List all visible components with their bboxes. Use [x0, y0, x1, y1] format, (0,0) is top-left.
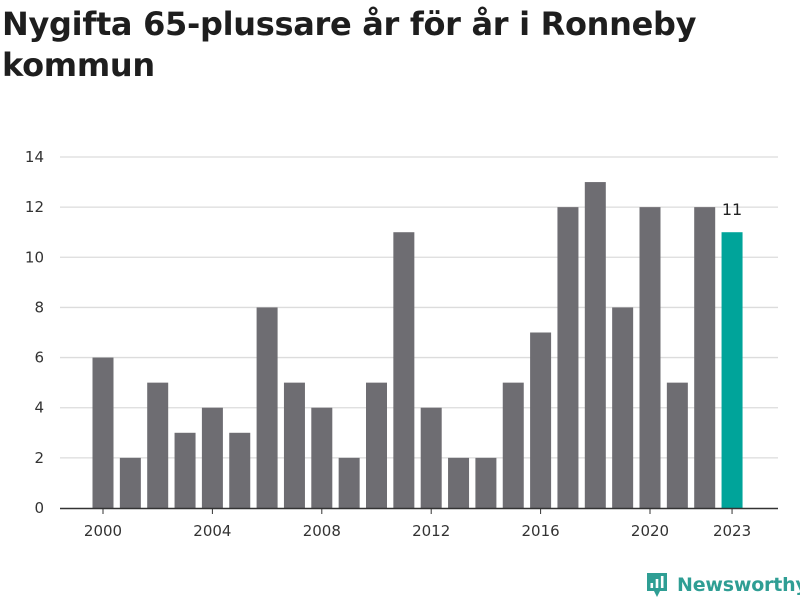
bar-2018: [584, 182, 606, 509]
x-tick-2016: 2016: [522, 522, 560, 540]
x-axis-ticks: 2000 2004 2008 2012 2016 2020 2023: [84, 508, 751, 540]
bar-2002: [147, 382, 169, 508]
x-tick-2012: 2012: [412, 522, 450, 540]
bar-2009: [338, 457, 360, 508]
bar-2013: [448, 457, 470, 508]
bar-2005: [229, 432, 251, 508]
x-tick-2020: 2020: [631, 522, 669, 540]
bar-2021: [666, 382, 688, 508]
bar-2004: [201, 407, 223, 508]
y-tick-12: 12: [25, 198, 44, 216]
y-tick-6: 6: [34, 349, 44, 367]
bar-2001: [119, 457, 141, 508]
x-tick-2004: 2004: [193, 522, 231, 540]
y-tick-2: 2: [34, 449, 44, 467]
bar-2006: [256, 307, 278, 508]
bar-2003: [174, 432, 196, 508]
bar-2012: [420, 407, 442, 508]
bar-2017: [557, 207, 579, 508]
bar-2015: [502, 382, 524, 508]
y-tick-0: 0: [34, 499, 44, 517]
x-tick-2023: 2023: [713, 522, 751, 540]
y-tick-10: 10: [25, 248, 44, 266]
x-tick-2008: 2008: [303, 522, 341, 540]
y-tick-4: 4: [34, 399, 44, 417]
x-tick-2000: 2000: [84, 522, 122, 540]
bar-2019: [612, 307, 634, 508]
bar-2016: [530, 332, 552, 508]
bar-2000: [92, 357, 114, 508]
chart-title: Nygifta 65-plussare år för år i Ronneby …: [2, 5, 697, 84]
bar-2007: [283, 382, 305, 508]
y-axis-ticks: 0 2 4 6 8 10 12 14: [25, 148, 44, 517]
bar-2022: [694, 207, 716, 508]
bar-2008: [311, 407, 333, 508]
bar-2020: [639, 207, 661, 508]
y-tick-8: 8: [34, 298, 44, 316]
value-labels: 11: [722, 200, 742, 219]
newsworthy-logo-icon: [647, 573, 667, 597]
value-label-2023: 11: [722, 200, 742, 219]
bar-2023: [721, 232, 743, 508]
bar-2011: [393, 232, 415, 508]
bar-2014: [475, 457, 497, 508]
brand-logo: Newsworthy: [645, 570, 800, 600]
bar-2010: [366, 382, 387, 508]
bars: [92, 182, 743, 509]
brand-name: Newsworthy: [677, 574, 800, 596]
y-tick-14: 14: [25, 148, 44, 166]
